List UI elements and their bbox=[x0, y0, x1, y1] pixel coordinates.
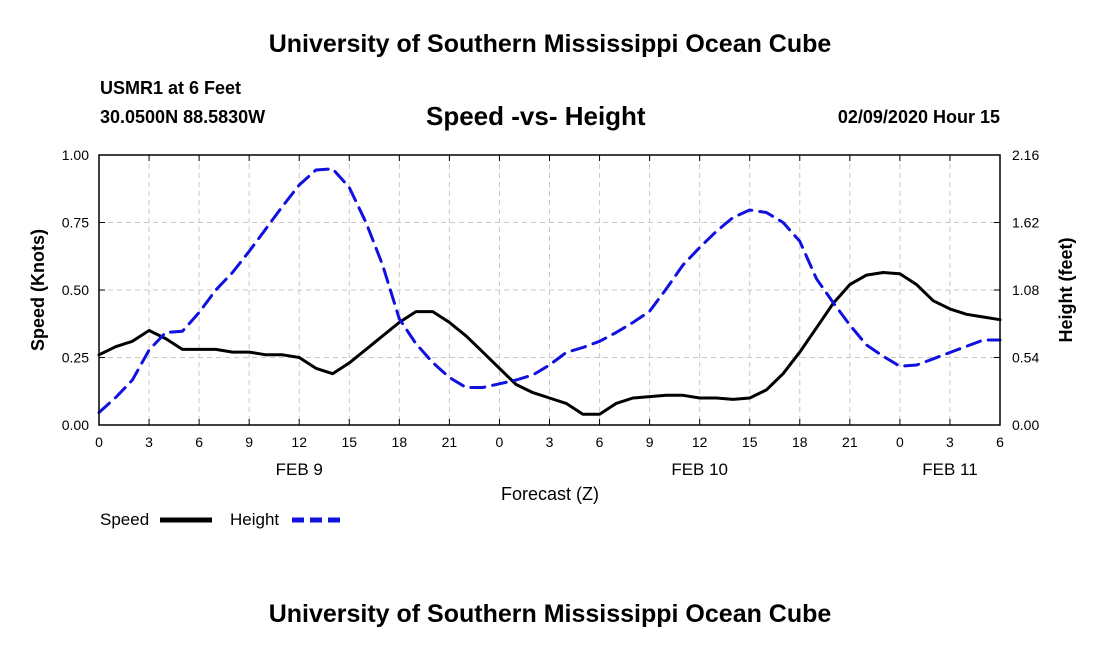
height-series-line bbox=[97, 167, 1002, 414]
x-axis-label: Forecast (Z) bbox=[501, 484, 599, 504]
page-title-bottom: University of Southern Mississippi Ocean… bbox=[268, 600, 832, 628]
y-axis-label-right: Height (feet) bbox=[1056, 238, 1076, 343]
x-tick-label: 9 bbox=[245, 434, 253, 450]
speed-series-line bbox=[97, 271, 1002, 416]
x-tick-label: 21 bbox=[442, 434, 458, 450]
legend-label-speed: Speed bbox=[100, 510, 149, 529]
x-tick-label: 3 bbox=[145, 434, 153, 450]
y-tick-label-left: 0.50 bbox=[62, 282, 89, 298]
y-tick-label-right: 1.08 bbox=[1012, 282, 1039, 298]
y-tick-label-left: 0.75 bbox=[62, 215, 89, 231]
y-tick-label-left: 1.00 bbox=[62, 147, 89, 163]
legend: Speed Height bbox=[100, 510, 344, 529]
y-tick-label-left: 0.00 bbox=[62, 417, 89, 433]
x-tick-label: 3 bbox=[946, 434, 954, 450]
date-label: FEB 11 bbox=[922, 460, 977, 479]
x-tick-label: 3 bbox=[546, 434, 554, 450]
grid-lines bbox=[99, 155, 1000, 425]
x-tick-label: 6 bbox=[596, 434, 604, 450]
y-tick-label-left: 0.25 bbox=[62, 350, 89, 366]
x-tick-label: 18 bbox=[392, 434, 408, 450]
station-label: USMR1 at 6 Feet bbox=[100, 78, 242, 98]
x-tick-label: 15 bbox=[341, 434, 357, 450]
y-tick-label-right: 1.62 bbox=[1012, 215, 1039, 231]
x-tick-label: 6 bbox=[195, 434, 203, 450]
page-title-top: University of Southern Mississippi Ocean… bbox=[268, 30, 832, 58]
y-tick-label-right: 2.16 bbox=[1012, 147, 1039, 163]
date-label: FEB 9 bbox=[276, 460, 323, 479]
x-tick-label: 0 bbox=[95, 434, 103, 450]
x-tick-label: 0 bbox=[896, 434, 904, 450]
y-axis-label-left: Speed (Knots) bbox=[28, 229, 48, 351]
timestamp-label: 02/09/2020 Hour 15 bbox=[837, 107, 1000, 127]
x-tick-label: 0 bbox=[496, 434, 504, 450]
x-tick-label: 9 bbox=[646, 434, 654, 450]
x-tick-label: 18 bbox=[792, 434, 808, 450]
series-layer bbox=[97, 167, 1002, 416]
x-tick-label: 21 bbox=[842, 434, 858, 450]
y-tick-label-right: 0.00 bbox=[1012, 417, 1039, 433]
legend-label-height: Height bbox=[230, 510, 279, 529]
date-label: FEB 10 bbox=[671, 460, 728, 479]
coordinates-label: 30.0500N 88.5830W bbox=[100, 107, 266, 127]
x-tick-label: 12 bbox=[291, 434, 307, 450]
x-tick-label: 12 bbox=[692, 434, 708, 450]
tick-layer: 0 3 6 9 12 15 18 21 0 3 6 9 12 15 18 21 0 3 6 0.00 0.00 0.25 0… bbox=[62, 147, 1040, 479]
x-tick-label: 15 bbox=[742, 434, 758, 450]
x-tick-label: 6 bbox=[996, 434, 1004, 450]
chart-title: Speed -vs- Height bbox=[426, 101, 646, 131]
y-tick-label-right: 0.54 bbox=[1012, 350, 1039, 366]
